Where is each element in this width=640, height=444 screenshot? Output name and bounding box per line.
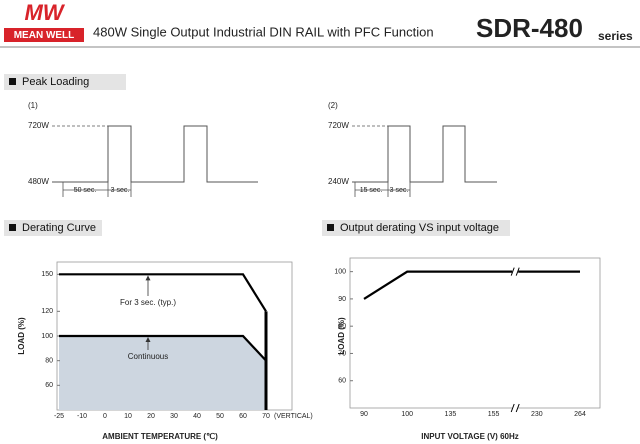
area: [59, 336, 266, 410]
waveform: [52, 125, 258, 183]
x-tick-label: 0: [103, 413, 107, 420]
peak-diagram: (2) 720W 240W 15 sec. 3 sec.: [328, 101, 497, 197]
period-label: 50 sec.: [74, 187, 97, 194]
x-axis-label: INPUT VOLTAGE (V) 60Hz: [421, 432, 519, 441]
x-tick-label: 10: [124, 413, 132, 420]
y-tick-label: 100: [334, 268, 346, 275]
y-axis-label: LOAD (%): [17, 317, 26, 355]
level-high: 720W: [28, 121, 49, 130]
x-tick-label: 50: [216, 413, 224, 420]
axis-break: [510, 267, 520, 276]
y-tick-label: 150: [41, 271, 53, 278]
level-low: 240W: [328, 177, 349, 186]
chart-title: Derating Curve: [22, 222, 96, 234]
y-tick-label: 90: [338, 296, 346, 303]
break-gap: [512, 266, 519, 277]
x-tick-label: 60: [239, 413, 247, 420]
logo-mark: MW: [24, 0, 65, 25]
period-bracket: [62, 182, 132, 197]
y-tick-label: 80: [338, 323, 346, 330]
section-band: [4, 74, 126, 90]
series-line: [363, 270, 580, 300]
x-tick-label: -10: [77, 413, 87, 420]
model-name: SDR-480: [476, 13, 583, 43]
y-tick-label: 60: [338, 378, 346, 385]
doc-title: 480W Single Output Industrial DIN RAIL w…: [93, 24, 434, 39]
y-tick-label: 60: [45, 382, 53, 389]
logo-text: MEAN WELL: [14, 30, 75, 41]
x-tick-label: 20: [147, 413, 155, 420]
y-tick-label: 80: [45, 358, 53, 365]
section-bullet: [327, 224, 334, 231]
y-axis-label: LOAD (%): [337, 317, 346, 355]
section-bullet: [9, 224, 16, 231]
x-tick-label: 70: [262, 413, 270, 420]
x-tick-label: 90: [360, 411, 368, 418]
logo-box: [4, 28, 84, 42]
section-title: Peak Loading: [22, 76, 89, 88]
series-word: series: [598, 29, 633, 43]
section-band: [4, 220, 102, 236]
period-label: 3 sec.: [390, 187, 409, 194]
x-tick-label: 135: [445, 411, 457, 418]
period-label: 15 sec.: [360, 187, 383, 194]
diagram-label: (1): [28, 101, 38, 110]
y-tick-label: 120: [41, 308, 53, 315]
x-tick-label: 264: [574, 411, 586, 418]
section-band: [322, 220, 510, 236]
series-line: [59, 334, 267, 362]
arrow-head: [145, 337, 151, 342]
x-note: (VERTICAL): [274, 413, 313, 420]
break-gap: [512, 403, 519, 413]
x-tick-label: 100: [401, 411, 413, 418]
x-tick-label: 40: [193, 413, 201, 420]
arrow-head: [145, 275, 151, 281]
plot-frame: [349, 257, 601, 409]
x-tick-label: 155: [488, 411, 500, 418]
waveform: [352, 125, 497, 183]
x-tick-label: 30: [170, 413, 178, 420]
series-line: [59, 273, 267, 312]
level-low: 480W: [28, 177, 49, 186]
section-bullet: [9, 78, 16, 85]
x-tick-label: -25: [54, 413, 64, 420]
period-label: 3 sec.: [111, 187, 130, 194]
chart-title: Output derating VS input voltage: [340, 222, 499, 234]
period-bracket: [354, 182, 411, 197]
level-high: 720W: [328, 121, 349, 130]
x-tick-label: 230: [531, 411, 543, 418]
y-tick-label: 70: [338, 350, 346, 357]
y-tick-label: 100: [41, 333, 53, 340]
series-annotation: For 3 sec. (typ.): [120, 298, 176, 307]
diagram-label: (2): [328, 101, 338, 110]
peak-diagram: (1) 720W 480W 50 sec. 3 sec.: [28, 101, 258, 197]
x-axis-label: AMBIENT TEMPERATURE (℃): [102, 432, 218, 441]
series-annotation: Continuous: [128, 352, 168, 361]
axis-break: [510, 403, 520, 413]
